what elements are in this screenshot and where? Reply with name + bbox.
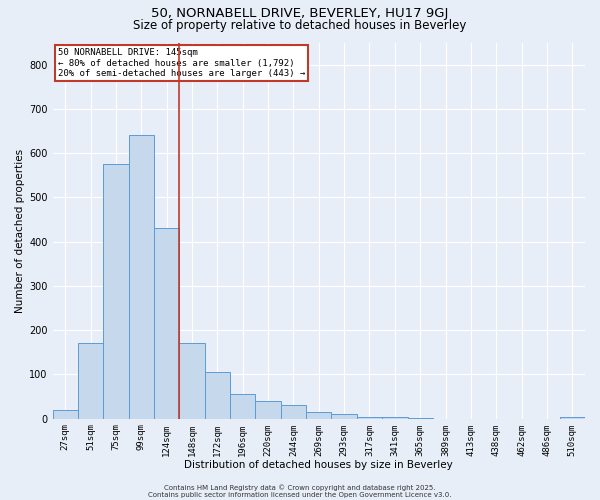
- X-axis label: Distribution of detached houses by size in Beverley: Distribution of detached houses by size …: [184, 460, 453, 470]
- Bar: [53, 410, 78, 418]
- Bar: [331, 414, 357, 418]
- Text: Contains public sector information licensed under the Open Government Licence v3: Contains public sector information licen…: [148, 492, 452, 498]
- Text: 50 NORNABELL DRIVE: 145sqm
← 80% of detached houses are smaller (1,792)
20% of s: 50 NORNABELL DRIVE: 145sqm ← 80% of deta…: [58, 48, 305, 78]
- Text: Contains HM Land Registry data © Crown copyright and database right 2025.: Contains HM Land Registry data © Crown c…: [164, 484, 436, 491]
- Bar: [128, 136, 154, 418]
- Bar: [154, 228, 179, 418]
- Bar: [281, 406, 306, 418]
- Text: Size of property relative to detached houses in Beverley: Size of property relative to detached ho…: [133, 19, 467, 32]
- Bar: [256, 401, 281, 418]
- Bar: [78, 344, 103, 418]
- Bar: [357, 416, 382, 418]
- Y-axis label: Number of detached properties: Number of detached properties: [15, 148, 25, 312]
- Bar: [230, 394, 256, 418]
- Bar: [103, 164, 128, 418]
- Bar: [205, 372, 230, 418]
- Bar: [306, 412, 331, 418]
- Text: 50, NORNABELL DRIVE, BEVERLEY, HU17 9GJ: 50, NORNABELL DRIVE, BEVERLEY, HU17 9GJ: [151, 8, 449, 20]
- Bar: [560, 416, 585, 418]
- Bar: [179, 344, 205, 418]
